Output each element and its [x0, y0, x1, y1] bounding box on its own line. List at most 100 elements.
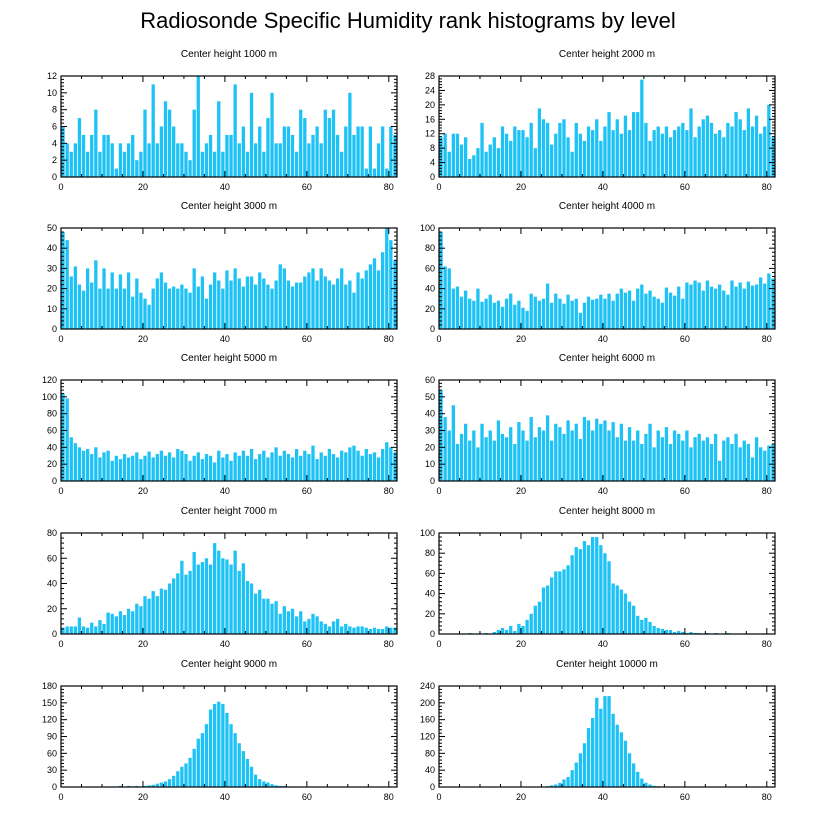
- histogram-bar: [73, 266, 77, 329]
- y-tick-label: 0: [430, 324, 435, 334]
- x-tick-label: 0: [58, 334, 63, 344]
- histogram-bar: [541, 430, 546, 481]
- histogram-bar: [648, 423, 652, 481]
- histogram-bar: [636, 288, 640, 329]
- histogram-bar: [631, 440, 636, 481]
- y-tick-label: 0: [430, 476, 435, 486]
- histogram-bar: [705, 437, 710, 481]
- x-tick-label: 0: [436, 639, 441, 649]
- y-tick-label: 0: [52, 476, 57, 486]
- histogram-bar: [114, 288, 118, 329]
- histogram-bar: [393, 134, 397, 177]
- histogram-bar: [500, 433, 505, 481]
- histogram-bar: [364, 449, 368, 481]
- histogram-bar: [586, 126, 591, 177]
- x-tick-label: 0: [436, 334, 441, 344]
- histogram-bar: [504, 629, 509, 634]
- histogram-bar: [529, 417, 533, 481]
- x-tick-label: 20: [516, 486, 526, 496]
- histogram-bar: [455, 286, 460, 329]
- y-tick-label: 0: [52, 782, 57, 792]
- x-tick-label: 80: [384, 334, 394, 344]
- x-tick-label: 20: [138, 182, 148, 192]
- histogram-bar: [94, 626, 98, 634]
- histogram-bar: [595, 697, 599, 787]
- histogram-bar: [122, 615, 127, 634]
- y-tick-label: 20: [425, 100, 435, 110]
- histogram-bar: [763, 126, 767, 177]
- histogram-bar: [648, 290, 652, 329]
- histogram-bar: [496, 148, 501, 177]
- panel-title: Center height 3000 m: [181, 201, 277, 212]
- histogram-bar: [229, 460, 233, 481]
- histogram-bar: [237, 278, 241, 329]
- histogram-bar: [509, 140, 513, 177]
- y-tick-label: 40: [425, 589, 435, 599]
- histogram-bar: [225, 270, 229, 329]
- y-tick-label: 40: [47, 243, 57, 253]
- histogram-bar: [65, 398, 69, 481]
- y-tick-label: 10: [425, 459, 435, 469]
- histogram-bar: [65, 240, 69, 329]
- histogram-bar: [258, 779, 262, 787]
- histogram-bar: [233, 268, 237, 329]
- histogram-bar: [311, 268, 315, 329]
- histogram-bar: [656, 298, 660, 329]
- histogram-bar: [155, 596, 159, 635]
- histogram-bar: [689, 447, 693, 481]
- chart-panel: Center height 10000 m 0 20 40 60 80 0 40 80 120 16…: [420, 659, 776, 802]
- x-tick-label: 60: [302, 639, 312, 649]
- x-tick-label: 60: [680, 182, 690, 192]
- histogram-bar: [323, 623, 327, 634]
- histogram-bar: [705, 280, 710, 329]
- y-tick-label: 160: [420, 715, 435, 725]
- histogram-bar: [237, 570, 241, 635]
- y-tick-label: 8: [430, 143, 435, 153]
- histogram-bar: [771, 443, 775, 481]
- histogram-bar: [335, 278, 340, 329]
- histogram-bar: [213, 272, 217, 329]
- histogram-bar: [681, 631, 685, 634]
- histogram-bar: [331, 109, 336, 177]
- histogram-bar: [155, 143, 159, 177]
- histogram-bar: [591, 299, 595, 329]
- histogram-bar: [582, 302, 587, 329]
- histogram-bar: [730, 126, 734, 177]
- histogram-bar: [278, 613, 282, 634]
- histogram-bar: [172, 457, 176, 481]
- histogram-bar: [463, 290, 468, 329]
- histogram-bar: [282, 450, 286, 481]
- histogram-bar: [545, 283, 550, 329]
- histogram-bar: [376, 628, 381, 634]
- x-tick-label: 60: [302, 792, 312, 802]
- histogram-bar: [340, 626, 344, 634]
- histogram-bar: [607, 112, 611, 177]
- histogram-bar: [286, 454, 291, 481]
- histogram-bar: [472, 155, 476, 177]
- x-tick-label: 40: [598, 486, 608, 496]
- histogram-bar: [385, 442, 389, 481]
- y-tick-label: 60: [47, 553, 57, 563]
- histogram-bar: [241, 126, 245, 177]
- histogram-bar: [180, 450, 184, 481]
- histogram-bar: [274, 601, 278, 634]
- histogram-bar: [570, 151, 574, 177]
- histogram-bar: [114, 168, 118, 177]
- histogram-bar: [566, 294, 570, 329]
- histogram-bar: [521, 625, 525, 634]
- x-tick-label: 40: [220, 792, 230, 802]
- histogram-bar: [701, 119, 705, 177]
- histogram-bar: [750, 457, 755, 481]
- histogram-bar: [504, 133, 509, 177]
- x-tick-label: 20: [138, 486, 148, 496]
- histogram-bar: [159, 782, 164, 787]
- histogram-bar: [348, 280, 352, 329]
- histogram-bar: [500, 126, 505, 177]
- histogram-bar: [208, 709, 213, 787]
- histogram-bar: [143, 455, 147, 481]
- histogram-bar: [241, 563, 245, 634]
- histogram-bar: [611, 422, 615, 481]
- histogram-bar: [311, 445, 315, 481]
- histogram-bar: [631, 112, 636, 177]
- histogram-bar: [172, 578, 176, 634]
